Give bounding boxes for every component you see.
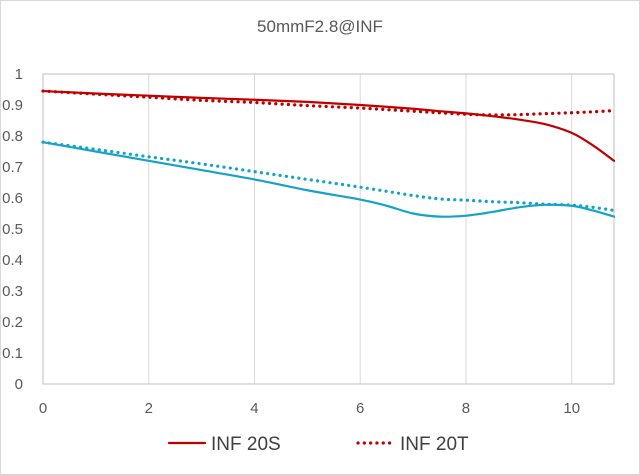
gridlines: [148, 74, 573, 384]
series-line-1: [41, 89, 616, 117]
x-tick-label: 0: [39, 400, 47, 417]
plot-area-frame: [42, 73, 615, 385]
x-axis-tick-labels: 0 2 4 6 8 10: [39, 400, 580, 417]
legend: INF 20S INF 20T: [167, 434, 469, 455]
x-tick-label: 2: [145, 400, 153, 417]
y-tick-label: 0.4: [2, 252, 23, 269]
x-tick-label: 8: [462, 400, 470, 417]
y-tick-label: 0.1: [2, 345, 23, 362]
y-axis-tick-labels: 0 0.1 0.2 0.3 0.4 0.5 0.6 0.7 0.8 0.9 1: [2, 66, 23, 393]
y-tick-label: 0.6: [2, 190, 23, 207]
series-lines: [41, 89, 616, 218]
series-line-3: [41, 140, 616, 212]
y-tick-label: 0.2: [2, 314, 23, 331]
y-tick-label: 0.8: [2, 128, 23, 145]
y-tick-label: 0.9: [2, 97, 23, 114]
x-tick-label: 6: [356, 400, 364, 417]
x-tick-label: 4: [250, 400, 258, 417]
y-tick-label: 0.7: [2, 159, 23, 176]
series-line-0: [41, 89, 616, 162]
legend-label-0: INF 20S: [211, 434, 281, 455]
y-tick-label: 0.5: [2, 221, 23, 238]
x-tick-label: 10: [563, 400, 580, 417]
series-line-2: [41, 141, 616, 218]
chart-title: 50mmF2.8@INF: [257, 17, 383, 36]
y-tick-label: 0: [15, 376, 23, 393]
legend-label-1: INF 20T: [400, 434, 469, 455]
y-tick-label: 1: [15, 66, 23, 83]
y-tick-label: 0.3: [2, 283, 23, 300]
